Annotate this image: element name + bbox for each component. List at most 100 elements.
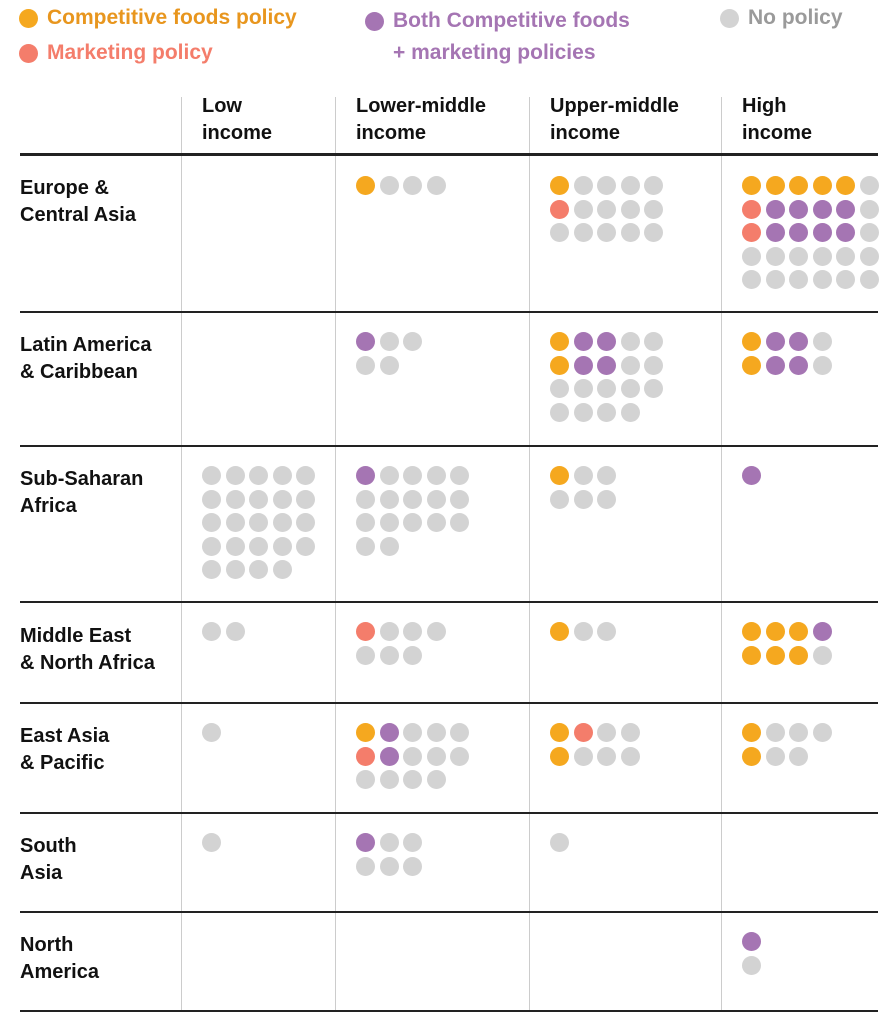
marketing-dot <box>356 746 375 766</box>
no-policy-dot <box>620 379 640 398</box>
no-policy-dot <box>644 332 663 351</box>
legend-label: Competitive foods policy <box>47 6 297 29</box>
no-policy-dot <box>450 489 469 509</box>
no-policy-dot <box>597 466 616 485</box>
no-policy-dot <box>812 723 832 742</box>
no-policy-dot <box>573 489 593 509</box>
competitive-foods-dot <box>765 622 785 641</box>
no-policy-dot <box>644 176 663 195</box>
no-policy-dot <box>379 833 399 852</box>
no-policy-dot <box>225 513 245 532</box>
both-policies-dot <box>789 199 808 219</box>
legend-none: No policy <box>720 5 843 31</box>
no-policy-dot <box>249 560 268 579</box>
no-policy-dot <box>249 489 268 509</box>
no-policy-dot <box>550 489 569 509</box>
no-policy-dot <box>426 489 446 509</box>
no-policy-dot <box>356 513 375 532</box>
both-policies-dot <box>573 332 593 351</box>
both-policies-dot <box>765 332 785 351</box>
no-policy-dot <box>573 176 593 195</box>
no-policy-dot <box>765 746 785 766</box>
legend-label: Marketing policy <box>47 41 213 64</box>
no-policy-dot <box>379 536 399 556</box>
both-policies-dot <box>356 332 375 351</box>
competitive-foods-dot <box>550 723 569 742</box>
competitive-foods-dot <box>742 176 761 195</box>
no-policy-dot <box>379 489 399 509</box>
row-label: Middle East & North Africa <box>20 625 155 674</box>
no-policy-dot <box>202 723 221 742</box>
no-policy-dot <box>765 270 785 289</box>
no-policy-dot <box>403 770 422 789</box>
no-policy-dot <box>202 513 221 532</box>
competitive-foods-dot <box>742 746 761 766</box>
no-policy-dot <box>550 402 569 422</box>
no-policy-dot <box>379 645 399 665</box>
no-policy-dot <box>403 746 422 766</box>
marketing-dot <box>356 622 375 641</box>
competitive-foods-dot <box>550 176 569 195</box>
no-policy-dot <box>597 489 616 509</box>
no-policy-dot <box>296 536 315 556</box>
no-policy-dot <box>812 332 832 351</box>
competitive-dot-icon <box>19 9 38 28</box>
row-divider <box>20 445 878 447</box>
no-policy-dot <box>620 723 640 742</box>
competitive-foods-dot <box>742 645 761 665</box>
no-policy-dot <box>597 723 616 742</box>
no-policy-dot <box>379 513 399 532</box>
no-policy-dot <box>379 622 399 641</box>
marketing-dot <box>550 199 569 219</box>
competitive-foods-dot <box>789 645 808 665</box>
no-policy-dot <box>356 645 375 665</box>
both-policies-dot <box>812 622 832 641</box>
no-policy-dot <box>403 513 422 532</box>
both-policies-dot <box>789 332 808 351</box>
no-policy-dot <box>356 489 375 509</box>
both-policies-dot <box>812 199 832 219</box>
column-divider <box>181 97 182 1010</box>
both-policies-dot <box>836 199 855 219</box>
competitive-foods-dot <box>742 723 761 742</box>
both-policies-dot <box>765 355 785 375</box>
no-policy-dot <box>620 402 640 422</box>
no-policy-dot <box>450 723 469 742</box>
no-policy-dot <box>403 856 422 876</box>
legend-label: Both Competitive foods + marketing polic… <box>393 9 630 64</box>
no-policy-dot <box>573 622 593 641</box>
both-policies-dot <box>597 332 616 351</box>
no-policy-dot <box>403 622 422 641</box>
competitive-foods-dot <box>765 176 785 195</box>
row-label: Latin America & Caribbean <box>20 334 152 383</box>
competitive-foods-dot <box>550 466 569 485</box>
row-divider <box>20 812 878 814</box>
no-policy-dot <box>450 466 469 485</box>
competitive-foods-dot <box>836 176 855 195</box>
no-policy-dot <box>426 513 446 532</box>
no-policy-dot <box>403 332 422 351</box>
competitive-foods-dot <box>742 622 761 641</box>
no-policy-dot-icon <box>720 9 739 28</box>
no-policy-dot <box>272 513 292 532</box>
no-policy-dot <box>859 270 879 289</box>
column-header-low: Low income <box>202 95 273 144</box>
legend-both: Both Competitive foods + marketing polic… <box>365 5 630 69</box>
both-policies-dot <box>597 355 616 375</box>
no-policy-dot <box>356 856 375 876</box>
no-policy-dot <box>426 746 446 766</box>
no-policy-dot <box>573 199 593 219</box>
marketing-dot <box>742 223 761 242</box>
no-policy-dot <box>272 489 292 509</box>
no-policy-dot <box>620 332 640 351</box>
no-policy-dot <box>225 489 245 509</box>
no-policy-dot <box>225 622 245 641</box>
no-policy-dot <box>789 723 808 742</box>
competitive-foods-dot <box>789 622 808 641</box>
no-policy-dot <box>597 379 616 398</box>
marketing-dot-icon <box>19 44 38 63</box>
row-label: South Asia <box>20 835 77 884</box>
no-policy-dot <box>644 199 663 219</box>
no-policy-dot <box>379 466 399 485</box>
no-policy-dot <box>379 856 399 876</box>
